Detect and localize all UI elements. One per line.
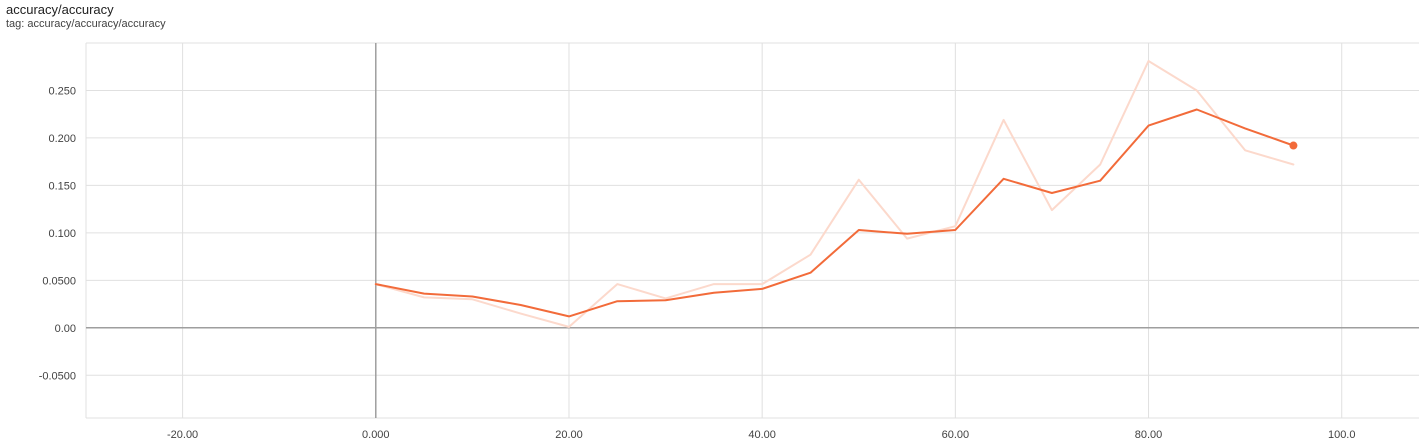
x-tick-label: 80.00 — [1135, 429, 1163, 441]
smoothed-series-line — [374, 108, 1295, 318]
y-tick-label: 0.100 — [48, 228, 76, 240]
y-axis-ticks: -0.0500 0.00 0.0500 0.100 0.150 0.200 0.250 — [39, 85, 76, 382]
y-tick-label: 0.150 — [48, 180, 76, 192]
x-axis-ticks: -20.00 0.000 20.00 40.00 60.00 80.00 100.0 — [167, 429, 1355, 441]
y-tick-label: 0.0500 — [42, 275, 76, 287]
x-tick-label: 60.00 — [942, 429, 970, 441]
axes — [86, 43, 1419, 418]
last-point-marker — [1289, 141, 1298, 150]
raw-series-line — [374, 60, 1295, 328]
x-tick-label: 20.00 — [555, 429, 583, 441]
y-tick-label: 0.250 — [48, 85, 76, 97]
x-tick-label: 100.0 — [1328, 429, 1356, 441]
y-tick-label: -0.0500 — [39, 370, 76, 382]
series-lines — [374, 60, 1298, 328]
grid-lines — [85, 42, 1419, 419]
x-tick-label: -20.00 — [167, 429, 198, 441]
y-tick-label: 0.200 — [48, 133, 76, 145]
chart-tag: tag: accuracy/accuracy/accuracy — [6, 18, 166, 30]
chart-title: accuracy/accuracy — [6, 2, 114, 17]
x-tick-label: 0.000 — [362, 429, 390, 441]
x-tick-label: 40.00 — [748, 429, 776, 441]
y-tick-label: 0.00 — [55, 323, 76, 335]
chart-header: accuracy/accuracy tag: accuracy/accuracy… — [6, 3, 166, 31]
